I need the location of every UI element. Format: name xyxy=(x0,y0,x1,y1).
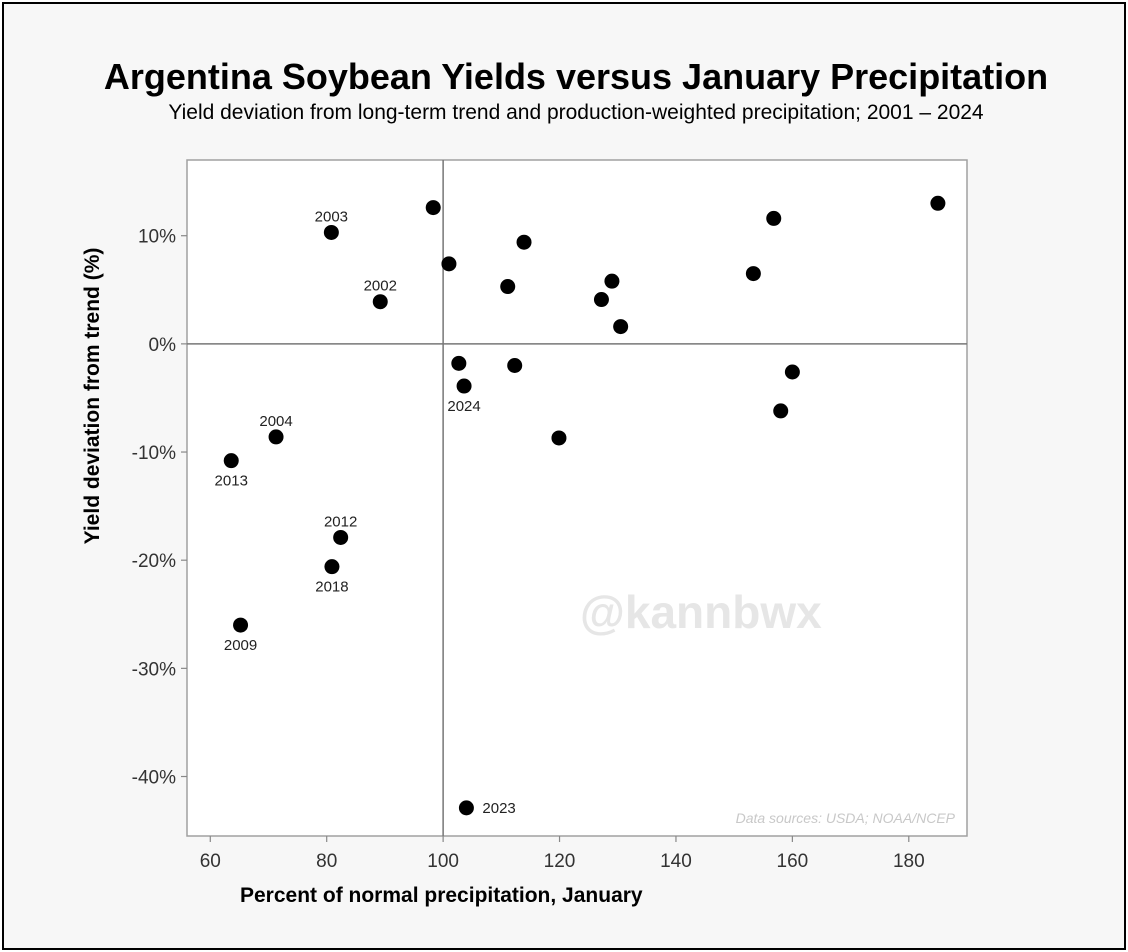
point-label: 2003 xyxy=(315,208,348,225)
data-point xyxy=(551,430,567,446)
data-point xyxy=(451,355,467,371)
x-tick-label: 180 xyxy=(893,851,925,872)
x-tick-label: 80 xyxy=(316,851,337,872)
data-point xyxy=(323,224,339,240)
x-tick-label: 160 xyxy=(777,851,809,872)
chart-title: Argentina Soybean Yields versus January … xyxy=(103,56,1049,97)
point-label: 2009 xyxy=(224,637,257,654)
point-label: 2002 xyxy=(364,278,397,295)
data-point xyxy=(324,559,340,575)
y-tick-label: -40% xyxy=(132,768,176,789)
x-tick-label: 100 xyxy=(427,851,459,872)
x-tick-label: 60 xyxy=(200,851,221,872)
data-point xyxy=(766,210,782,226)
data-point xyxy=(604,273,620,289)
x-tick-label: 140 xyxy=(660,851,692,872)
y-tick-label: -10% xyxy=(132,443,176,464)
data-point xyxy=(745,266,761,282)
data-point xyxy=(441,256,457,272)
data-point xyxy=(233,617,249,633)
data-point xyxy=(784,364,800,380)
data-point xyxy=(930,195,946,211)
data-point xyxy=(593,292,609,308)
data-point xyxy=(223,453,239,469)
data-point xyxy=(425,200,441,216)
point-label: 2018 xyxy=(315,579,348,596)
data-point xyxy=(458,800,474,816)
data-point xyxy=(507,358,523,374)
point-label: 2004 xyxy=(259,413,292,430)
y-axis-label: Yield deviation from trend (%) xyxy=(81,247,104,545)
x-axis-label: Percent of normal precipitation, January xyxy=(240,884,643,907)
y-tick-label: -20% xyxy=(132,551,176,572)
point-label: 2024 xyxy=(447,398,480,415)
watermark: @kannbwx xyxy=(580,586,822,638)
plot-area xyxy=(186,159,968,837)
source-note: Data sources: USDA; NOAA/NCEP xyxy=(736,810,956,826)
data-point xyxy=(773,403,789,419)
data-point xyxy=(613,319,629,335)
data-point xyxy=(516,234,532,250)
data-point xyxy=(456,378,472,394)
data-point xyxy=(500,279,516,295)
chart-subtitle: Yield deviation from long-term trend and… xyxy=(168,101,984,124)
y-tick-label: -30% xyxy=(132,659,176,680)
x-tick-label: 120 xyxy=(544,851,576,872)
point-label: 2012 xyxy=(324,513,357,530)
data-point xyxy=(333,529,349,545)
point-label: 2023 xyxy=(482,800,515,817)
point-label: 2013 xyxy=(215,473,248,490)
data-point xyxy=(372,294,388,310)
data-point xyxy=(268,429,284,445)
y-tick-label: 0% xyxy=(149,335,177,356)
y-tick-label: 10% xyxy=(138,227,176,248)
